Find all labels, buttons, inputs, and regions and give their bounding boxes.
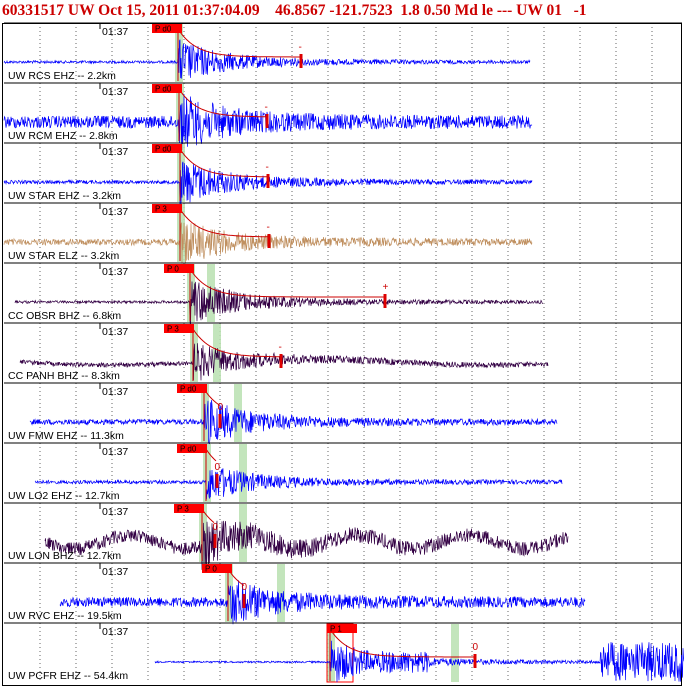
station-label: UW STAR EHZ -- 3.2km [8, 190, 121, 202]
waveform-trace [59, 580, 586, 625]
pick-window-band [199, 504, 207, 562]
trace-time-label: 01:37 [102, 326, 128, 338]
pick-tag-box [327, 624, 357, 633]
coda-mark-label: + [383, 282, 389, 293]
pick-tag-box [177, 384, 207, 393]
secondary-window-band [277, 564, 285, 622]
coda-end-marker [299, 54, 303, 68]
coda-end-marker [266, 174, 270, 188]
pick-tag-box [152, 204, 182, 213]
pick-tag-box [174, 504, 204, 513]
coda-mark-label: 0 [215, 462, 221, 473]
pick-tag-box [177, 444, 207, 453]
pick-window-band [187, 264, 195, 322]
coda-mark-label: - [299, 42, 302, 53]
coda-mark-label: 0 [218, 402, 224, 413]
pick-window-band [203, 444, 211, 502]
coda-mark-label: - [266, 162, 269, 173]
waveform-trace [3, 39, 531, 79]
pick-tag-label: P 3 [177, 505, 189, 514]
coda-decay-curve [329, 628, 474, 658]
trace-time-label: 01:37 [102, 446, 128, 458]
station-label: CC PANH BHZ -- 8.3km [8, 370, 120, 382]
trace-time-label: 01:37 [102, 566, 128, 578]
station-label: UW RVC EHZ -- 19.5km [8, 610, 122, 622]
station-label: UW PCFR EHZ -- 54.4km [8, 670, 128, 682]
trace-time-label: 01:37 [102, 266, 128, 278]
pick-window-band [177, 144, 185, 202]
pick-tag-label: P 3 [167, 325, 179, 334]
pick-tag-box [152, 84, 182, 93]
pick-tag-label: P d0 [180, 445, 197, 454]
coda-end-marker [213, 534, 217, 548]
coda-decay-curve [177, 28, 300, 58]
station-label: CC OBSR BHZ -- 6.8km [8, 310, 121, 322]
coda-mark-label: - [265, 102, 268, 113]
coda-end-marker [473, 654, 477, 668]
coda-end-marker [218, 414, 222, 428]
secondary-window-band [451, 624, 459, 682]
waveform-trace [29, 400, 558, 445]
coda-end-marker [215, 474, 219, 488]
pick-tag-label: P d0 [155, 145, 172, 154]
coda-mark-label: 0 [242, 582, 248, 593]
pick-tag-box [152, 24, 182, 33]
pick-tag-box [202, 564, 232, 573]
station-label: UW STAR ELZ -- 3.2km [8, 250, 119, 262]
coda-decay-curve [205, 448, 217, 462]
coda-end-marker [267, 234, 271, 248]
station-label: UW LON BHZ -- 12.7km [8, 550, 121, 562]
pick-window-band [177, 204, 185, 262]
station-label: UW LO2 EHZ -- 12.7km [8, 490, 120, 502]
coda-decay-curve [179, 148, 268, 178]
pick-tag-box [164, 264, 194, 273]
trace-time-label: 01:37 [102, 206, 128, 218]
coda-mark-label: 0 [473, 642, 479, 653]
coda-decay-curve [192, 328, 281, 358]
trace-time-label: 01:37 [102, 146, 128, 158]
coda-mark-label: 0 [213, 522, 219, 533]
waveform-trace [14, 281, 544, 328]
coda-end-marker [265, 114, 269, 128]
coda-end-marker [279, 354, 283, 368]
pick-tag-box [152, 144, 182, 153]
coda-mark-label: - [267, 222, 270, 233]
coda-decay-curve [189, 268, 384, 298]
trace-time-label: 01:37 [102, 626, 128, 638]
waveform-trace [154, 640, 684, 683]
pick-tag-label: P 1 [330, 625, 342, 634]
coda-decay-curve [178, 88, 267, 118]
station-label: UW RCM EHZ -- 2.8km [8, 130, 118, 142]
pick-tag-label: P 3 [155, 205, 167, 214]
trace-time-label: 01:37 [102, 506, 128, 518]
coda-mark-label: - [279, 342, 282, 353]
secondary-window-band [239, 444, 247, 502]
pick-tag-label: P d0 [155, 85, 172, 94]
waveform-trace [19, 343, 549, 381]
secondary-window-band [207, 264, 215, 322]
pick-tag-label: P 0 [205, 565, 217, 574]
event-header-title: 60331517 UW Oct 15, 2011 01:37:04.09 46.… [2, 2, 587, 19]
trace-time-label: 01:37 [102, 386, 128, 398]
waveform-trace [44, 520, 569, 571]
pick-tag-label: P d0 [180, 385, 197, 394]
pick-tag-box [164, 324, 194, 333]
pick-tag-label: P 0 [167, 265, 179, 274]
coda-end-marker [383, 294, 387, 308]
station-label: UW RCS EHZ -- 2.2km [8, 70, 116, 82]
pick-tag-label: P d0 [155, 25, 172, 34]
station-label: UW FMW EHZ -- 11.3km [8, 430, 124, 442]
coda-end-marker [242, 594, 246, 608]
coda-decay-curve [179, 208, 268, 238]
waveform-trace [34, 468, 563, 500]
trace-time-label: 01:37 [102, 26, 128, 38]
trace-time-label: 01:37 [102, 86, 128, 98]
